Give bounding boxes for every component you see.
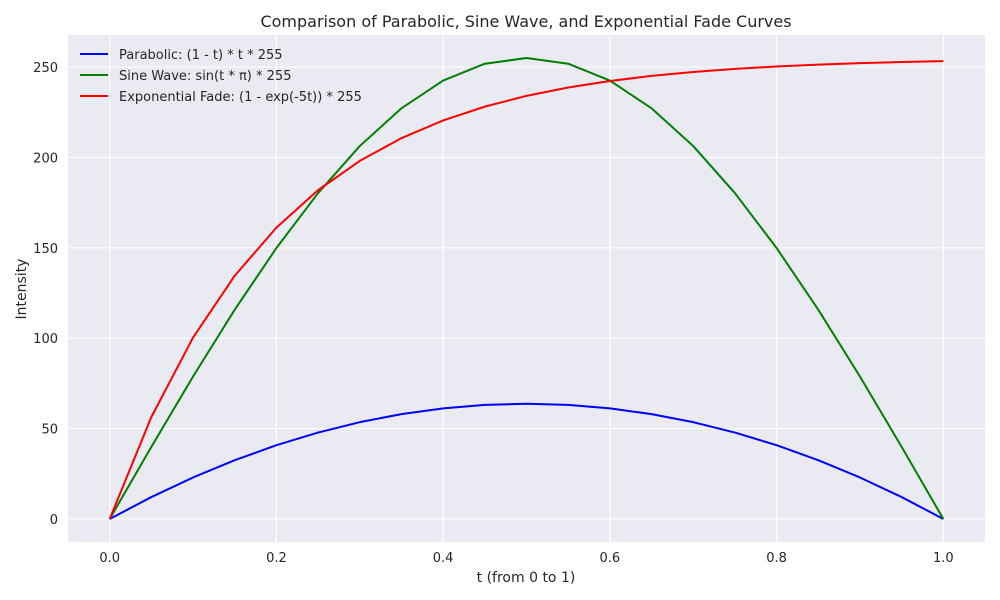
y-axis-label: Intensity bbox=[14, 259, 30, 320]
x-tick-label: 1.0 bbox=[933, 551, 954, 566]
legend: Parabolic: (1 - t) * t * 255 Sine Wave: s… bbox=[80, 48, 362, 105]
y-tick-label: 50 bbox=[41, 423, 58, 438]
y-tick-labels: 0 50 100 150 200 250 bbox=[33, 61, 58, 528]
plot-area bbox=[68, 35, 985, 542]
y-tick-label: 100 bbox=[33, 332, 58, 347]
legend-label: Sine Wave: sin(t * π) * 255 bbox=[119, 69, 291, 84]
x-axis-label: t (from 0 to 1) bbox=[477, 570, 576, 586]
series-lines bbox=[108, 57, 945, 520]
x-tick-label: 0.0 bbox=[99, 551, 120, 566]
y-tick-label: 150 bbox=[33, 242, 58, 257]
x-tick-label: 0.4 bbox=[433, 551, 454, 566]
series-line-1 bbox=[108, 57, 945, 520]
x-tick-label: 0.8 bbox=[766, 551, 787, 566]
series-line-0 bbox=[109, 402, 944, 520]
legend-label: Parabolic: (1 - t) * t * 255 bbox=[119, 48, 283, 63]
y-tick-label: 250 bbox=[33, 61, 58, 76]
x-tick-label: 0.2 bbox=[266, 551, 287, 566]
x-tick-labels: 0.0 0.2 0.4 0.6 0.8 1.0 bbox=[99, 551, 953, 566]
series-line-2 bbox=[108, 60, 944, 520]
x-tick-label: 0.6 bbox=[600, 551, 621, 566]
y-tick-label: 0 bbox=[50, 513, 58, 528]
legend-label: Exponential Fade: (1 - exp(-5t)) * 255 bbox=[119, 90, 362, 105]
y-tick-label: 200 bbox=[33, 151, 58, 166]
chart-title: Comparison of Parabolic, Sine Wave, and … bbox=[260, 12, 791, 31]
